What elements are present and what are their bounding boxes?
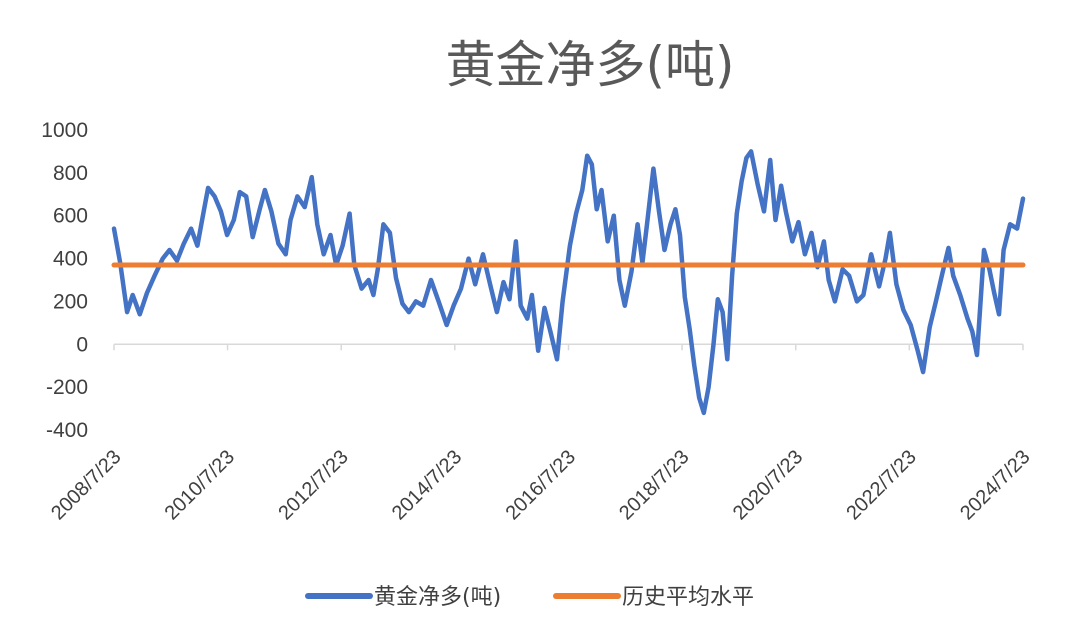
y-tick-label: -400 xyxy=(46,419,88,442)
x-tick-label: 2012/7/23 xyxy=(274,446,352,524)
x-tick-label: 2010/7/23 xyxy=(161,446,239,524)
y-tick-label: 200 xyxy=(53,290,88,313)
series-line-net-long xyxy=(111,149,1026,416)
x-tick-label: 2014/7/23 xyxy=(388,446,466,524)
legend-label-historical-average: 历史平均水平 xyxy=(622,585,754,610)
y-tick-label: 1000 xyxy=(41,119,88,142)
series-group xyxy=(111,149,1026,416)
y-tick-label: 400 xyxy=(53,248,88,271)
y-tick-label: 800 xyxy=(53,162,88,185)
chart-title: 黄金净多(吨) xyxy=(445,36,734,94)
y-tick-label: 600 xyxy=(53,205,88,228)
y-tick-label: -200 xyxy=(46,376,88,399)
x-axis-ticks: 2008/7/23 2010/7/23 2012/7/23 2014/7/23 2016… xyxy=(47,344,1035,524)
x-tick-label: 2022/7/23 xyxy=(842,446,920,524)
legend: 黄金净多(吨) 历史平均水平 xyxy=(305,585,754,610)
y-axis-ticks: 1000 800 600 400 200 0 -200 -400 xyxy=(41,119,88,442)
x-tick-label: 2008/7/23 xyxy=(47,446,125,524)
x-tick-label: 2020/7/23 xyxy=(729,446,807,524)
legend-label-net-long: 黄金净多(吨) xyxy=(374,585,501,610)
x-tick-label: 2018/7/23 xyxy=(615,446,693,524)
x-tick-label: 2016/7/23 xyxy=(502,446,580,524)
y-tick-label: 0 xyxy=(76,333,88,356)
x-tick-label: 2024/7/23 xyxy=(956,446,1034,524)
